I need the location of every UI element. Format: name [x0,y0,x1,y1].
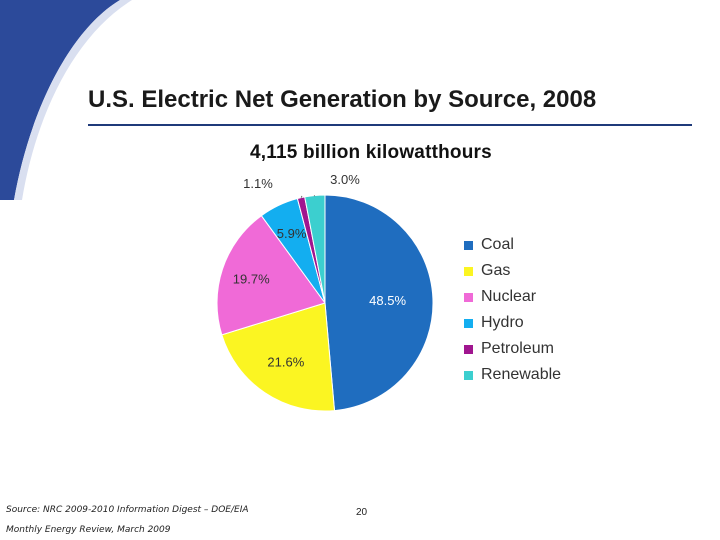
legend-item-petroleum: Petroleum [464,336,561,362]
pie-label-petroleum: 1.1% [243,176,273,191]
legend-swatch-renewable [464,370,473,380]
legend-swatch-petroleum [464,344,473,354]
legend-label-nuclear: Nuclear [481,288,537,305]
source-note: Source: NRC 2009-2010 Information Digest… [6,505,249,515]
pie-slice-nuclear [216,215,326,336]
pie-labels: 48.5% 21.6% 19.7% 5.9% 1.1% 3.0% [233,172,407,369]
pie-label-nuclear: 19.7% [233,271,270,286]
pie-leader-petroleum [300,195,303,198]
legend-label-petroleum: Petroleum [481,340,554,357]
legend-item-renewable: Renewable [464,362,561,388]
legend-swatch-nuclear [464,292,473,302]
pie-label-gas: 21.6% [267,354,304,369]
legend-label-coal: Coal [481,236,514,253]
corner-swoosh [0,0,120,200]
pie-leader-renewable [313,195,316,197]
legend-item-nuclear: Nuclear [464,284,561,310]
legend-item-coal: Coal [464,232,561,258]
pie-slice-gas [221,302,336,412]
title-rule [88,124,692,126]
pie-slice-coal [324,194,434,412]
pie-label-renewable: 3.0% [330,172,360,187]
legend-label-renewable: Renewable [481,366,562,383]
legend-item-gas: Gas [464,258,561,284]
page-number: 20 [356,507,368,518]
legend-item-hydro: Hydro [464,310,561,336]
legend-label-gas: Gas [481,262,511,279]
pie-label-hydro: 5.9% [277,226,307,241]
pie-label-coal: 48.5% [369,293,406,308]
legend-swatch-gas [464,266,473,276]
legend-swatch-coal [464,240,473,250]
slide-title: U.S. Electric Net Generation by Source, … [88,86,597,113]
legend-swatch-hydro [464,318,473,328]
pie-chart [216,194,434,412]
chart-legend: Coal Gas Nuclear Hydro Petroleum Renewab… [464,232,561,388]
legend-label-hydro: Hydro [481,314,524,331]
source-note-2: Monthly Energy Review, March 2009 [6,525,171,535]
chart-title: 4,115 billion kilowatthours [250,142,492,163]
